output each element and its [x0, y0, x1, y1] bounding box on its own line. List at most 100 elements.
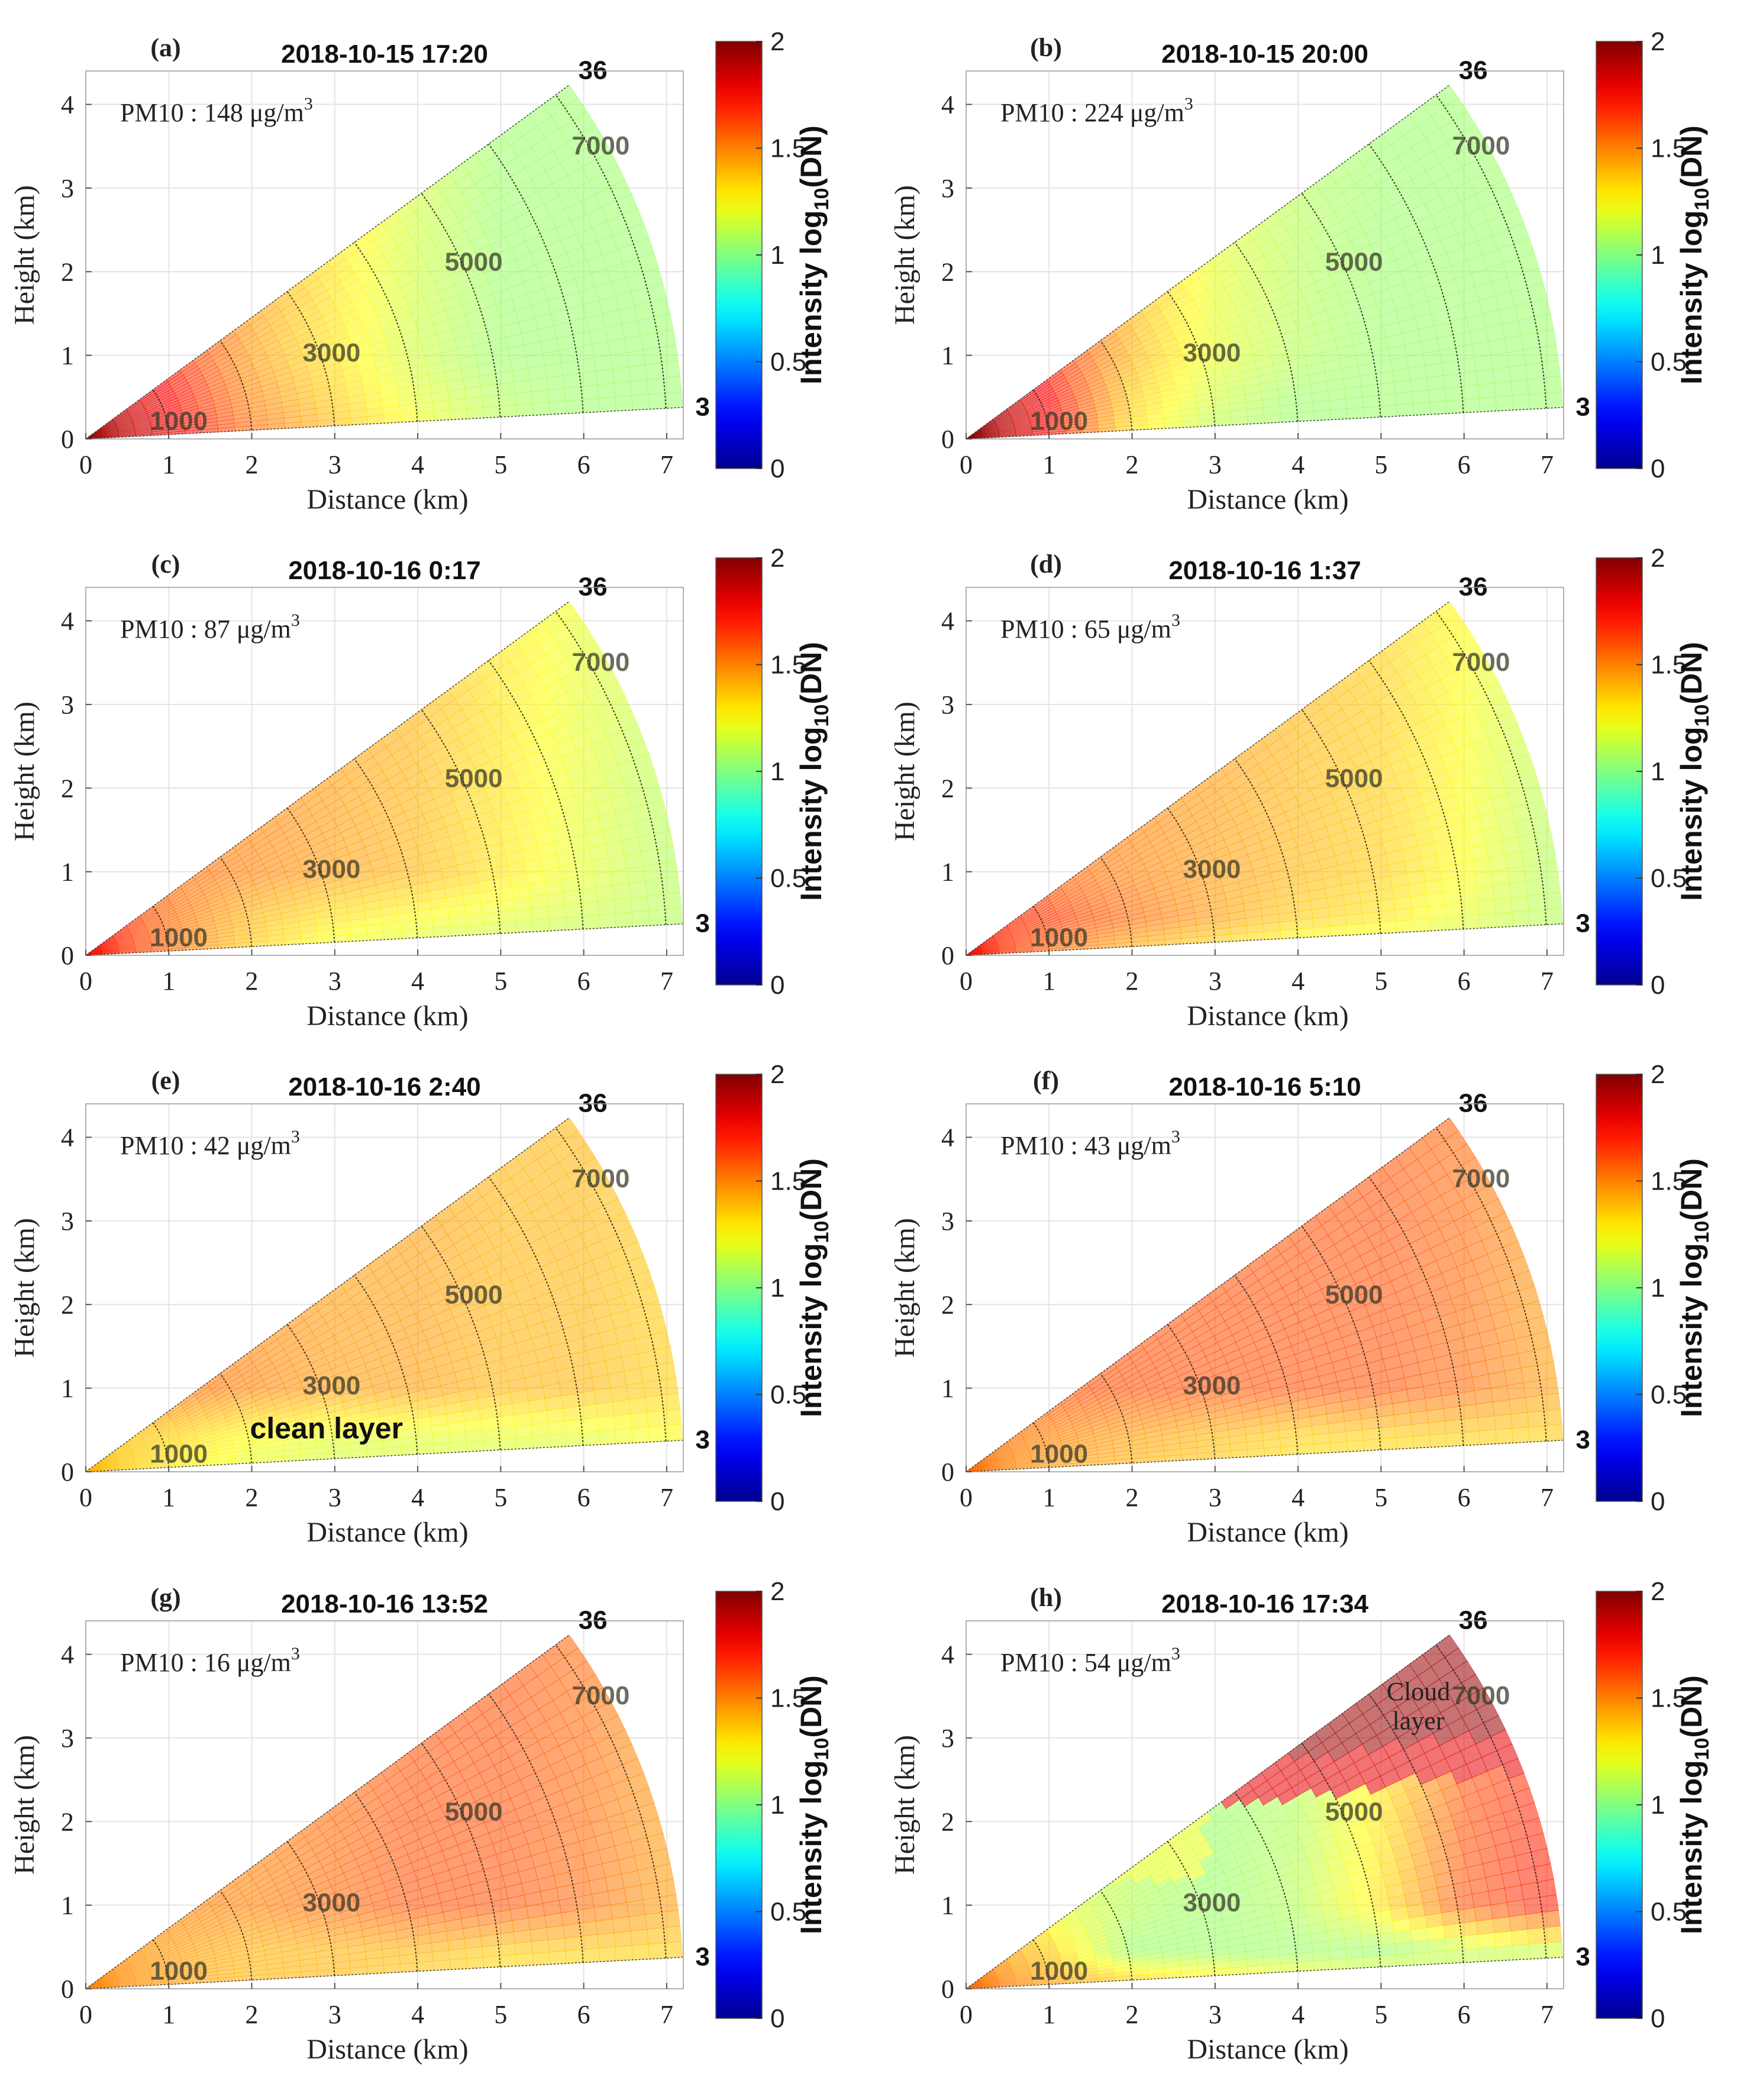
x-tick-label: 7 [660, 450, 673, 479]
x-tick-label: 6 [1458, 450, 1471, 479]
heat-cell [465, 913, 483, 926]
heat-cell [612, 366, 631, 383]
range-label: 1000 [1030, 407, 1088, 436]
heat-cell [482, 911, 500, 925]
heat-cell [1410, 894, 1429, 909]
x-tick-label: 0 [79, 450, 92, 479]
heat-cell [1426, 891, 1445, 907]
colorbar-label: Intensity log10(DN) [795, 125, 833, 385]
y-tick-label: 1 [61, 1374, 74, 1403]
panel-letter: (a) [150, 33, 180, 62]
heat-cell [647, 377, 666, 395]
heat-cell [515, 919, 534, 933]
y-axis-label: Height (km) [9, 702, 40, 841]
x-tick-label: 4 [411, 967, 424, 996]
heat-cell [1544, 892, 1562, 910]
y-tick-label: 3 [61, 1207, 74, 1236]
angle-label-top: 36 [1459, 573, 1488, 602]
heat-cell [1412, 402, 1431, 416]
colorbar-label: Intensity log10(DN) [1675, 125, 1713, 385]
heat-cell [614, 1414, 632, 1430]
heat-cell [563, 1406, 582, 1421]
x-tick-label: 6 [577, 967, 590, 996]
heat-cell [482, 1439, 501, 1451]
colorbar-label-subscript: 10 [1691, 705, 1713, 727]
heat-cell [499, 1437, 517, 1450]
heat-cell [564, 902, 583, 918]
heat-cell [1345, 396, 1364, 409]
heat-cell [515, 403, 534, 416]
heat-cell [449, 408, 467, 420]
heat-cell [482, 1427, 500, 1441]
heat-cell [416, 927, 434, 938]
heat-cell [1475, 369, 1495, 385]
x-tick-label: 1 [162, 1483, 175, 1512]
heat-cell [531, 906, 550, 920]
heat-cell [626, 866, 646, 884]
y-tick-label: 1 [61, 858, 74, 887]
range-label: 7000 [571, 648, 629, 677]
heat-cell [642, 863, 662, 881]
heat-cell [432, 926, 451, 938]
x-tick-label: 7 [1541, 967, 1554, 996]
y-tick-label: 4 [61, 91, 74, 119]
x-tick-label: 2 [1126, 450, 1139, 479]
heat-cell [1429, 917, 1447, 932]
heat-cell [1394, 391, 1413, 405]
heat-cell [1523, 347, 1542, 365]
x-tick-label: 5 [494, 967, 507, 996]
heat-cell [610, 868, 629, 886]
heat-cell [595, 1401, 615, 1418]
x-tick-label: 3 [328, 450, 341, 479]
heat-cell [628, 881, 648, 898]
heat-cell [582, 1430, 600, 1446]
heat-cell [1460, 887, 1478, 903]
heat-cell [565, 1432, 583, 1447]
heat-cell [514, 907, 533, 922]
heat-cell [1362, 1439, 1381, 1451]
y-axis-label: Height (km) [889, 185, 921, 325]
heat-cell [449, 1441, 467, 1453]
heat-cell [1443, 373, 1462, 389]
heat-cell [628, 1397, 648, 1414]
range-label: 3000 [303, 1371, 361, 1400]
x-tick-label: 2 [246, 1483, 259, 1512]
heat-cell [579, 887, 598, 903]
x-tick-label: 0 [79, 967, 92, 996]
x-tick-label: 5 [1374, 450, 1387, 479]
y-tick-label: 0 [941, 425, 954, 454]
heat-cell [399, 412, 418, 423]
heat-cell [1444, 902, 1463, 918]
heat-cell [1527, 377, 1546, 395]
heat-cell [664, 907, 683, 925]
colorbar-label: Intensity log10(DN) [1675, 642, 1713, 901]
heat-cell [546, 1408, 565, 1423]
heat-cell [1444, 386, 1463, 402]
heat-cell [1542, 360, 1561, 379]
y-tick-label: 0 [61, 941, 74, 970]
pm10-label: PM10 : 87 μg/m3 [120, 610, 300, 644]
pm10-label: PM10 : 224 μg/m3 [1000, 94, 1193, 127]
y-tick-label: 0 [61, 1458, 74, 1487]
heat-cell [580, 1417, 599, 1433]
panel-title: 2018-10-16 0:17 [288, 556, 480, 585]
heat-cell [466, 923, 484, 936]
heat-cell [546, 375, 565, 390]
heat-cell [565, 399, 583, 414]
heat-cell [1462, 914, 1480, 930]
heat-cell [1362, 911, 1380, 925]
y-axis-label: Height (km) [9, 185, 40, 325]
x-tick-label: 3 [1209, 450, 1222, 479]
heat-cell [564, 1419, 583, 1435]
heat-cell [661, 1393, 680, 1411]
pm10-unit-exponent: 3 [304, 94, 313, 114]
heat-cell [1544, 376, 1562, 393]
range-arc [555, 94, 667, 409]
colorbar-tick-label: 2 [770, 27, 784, 56]
x-tick-label: 5 [1374, 967, 1387, 996]
heat-cell [663, 892, 682, 910]
pm10-label: PM10 : 148 μg/m3 [120, 94, 313, 127]
heat-cell [383, 1446, 401, 1456]
x-tick-label: 0 [960, 450, 973, 479]
